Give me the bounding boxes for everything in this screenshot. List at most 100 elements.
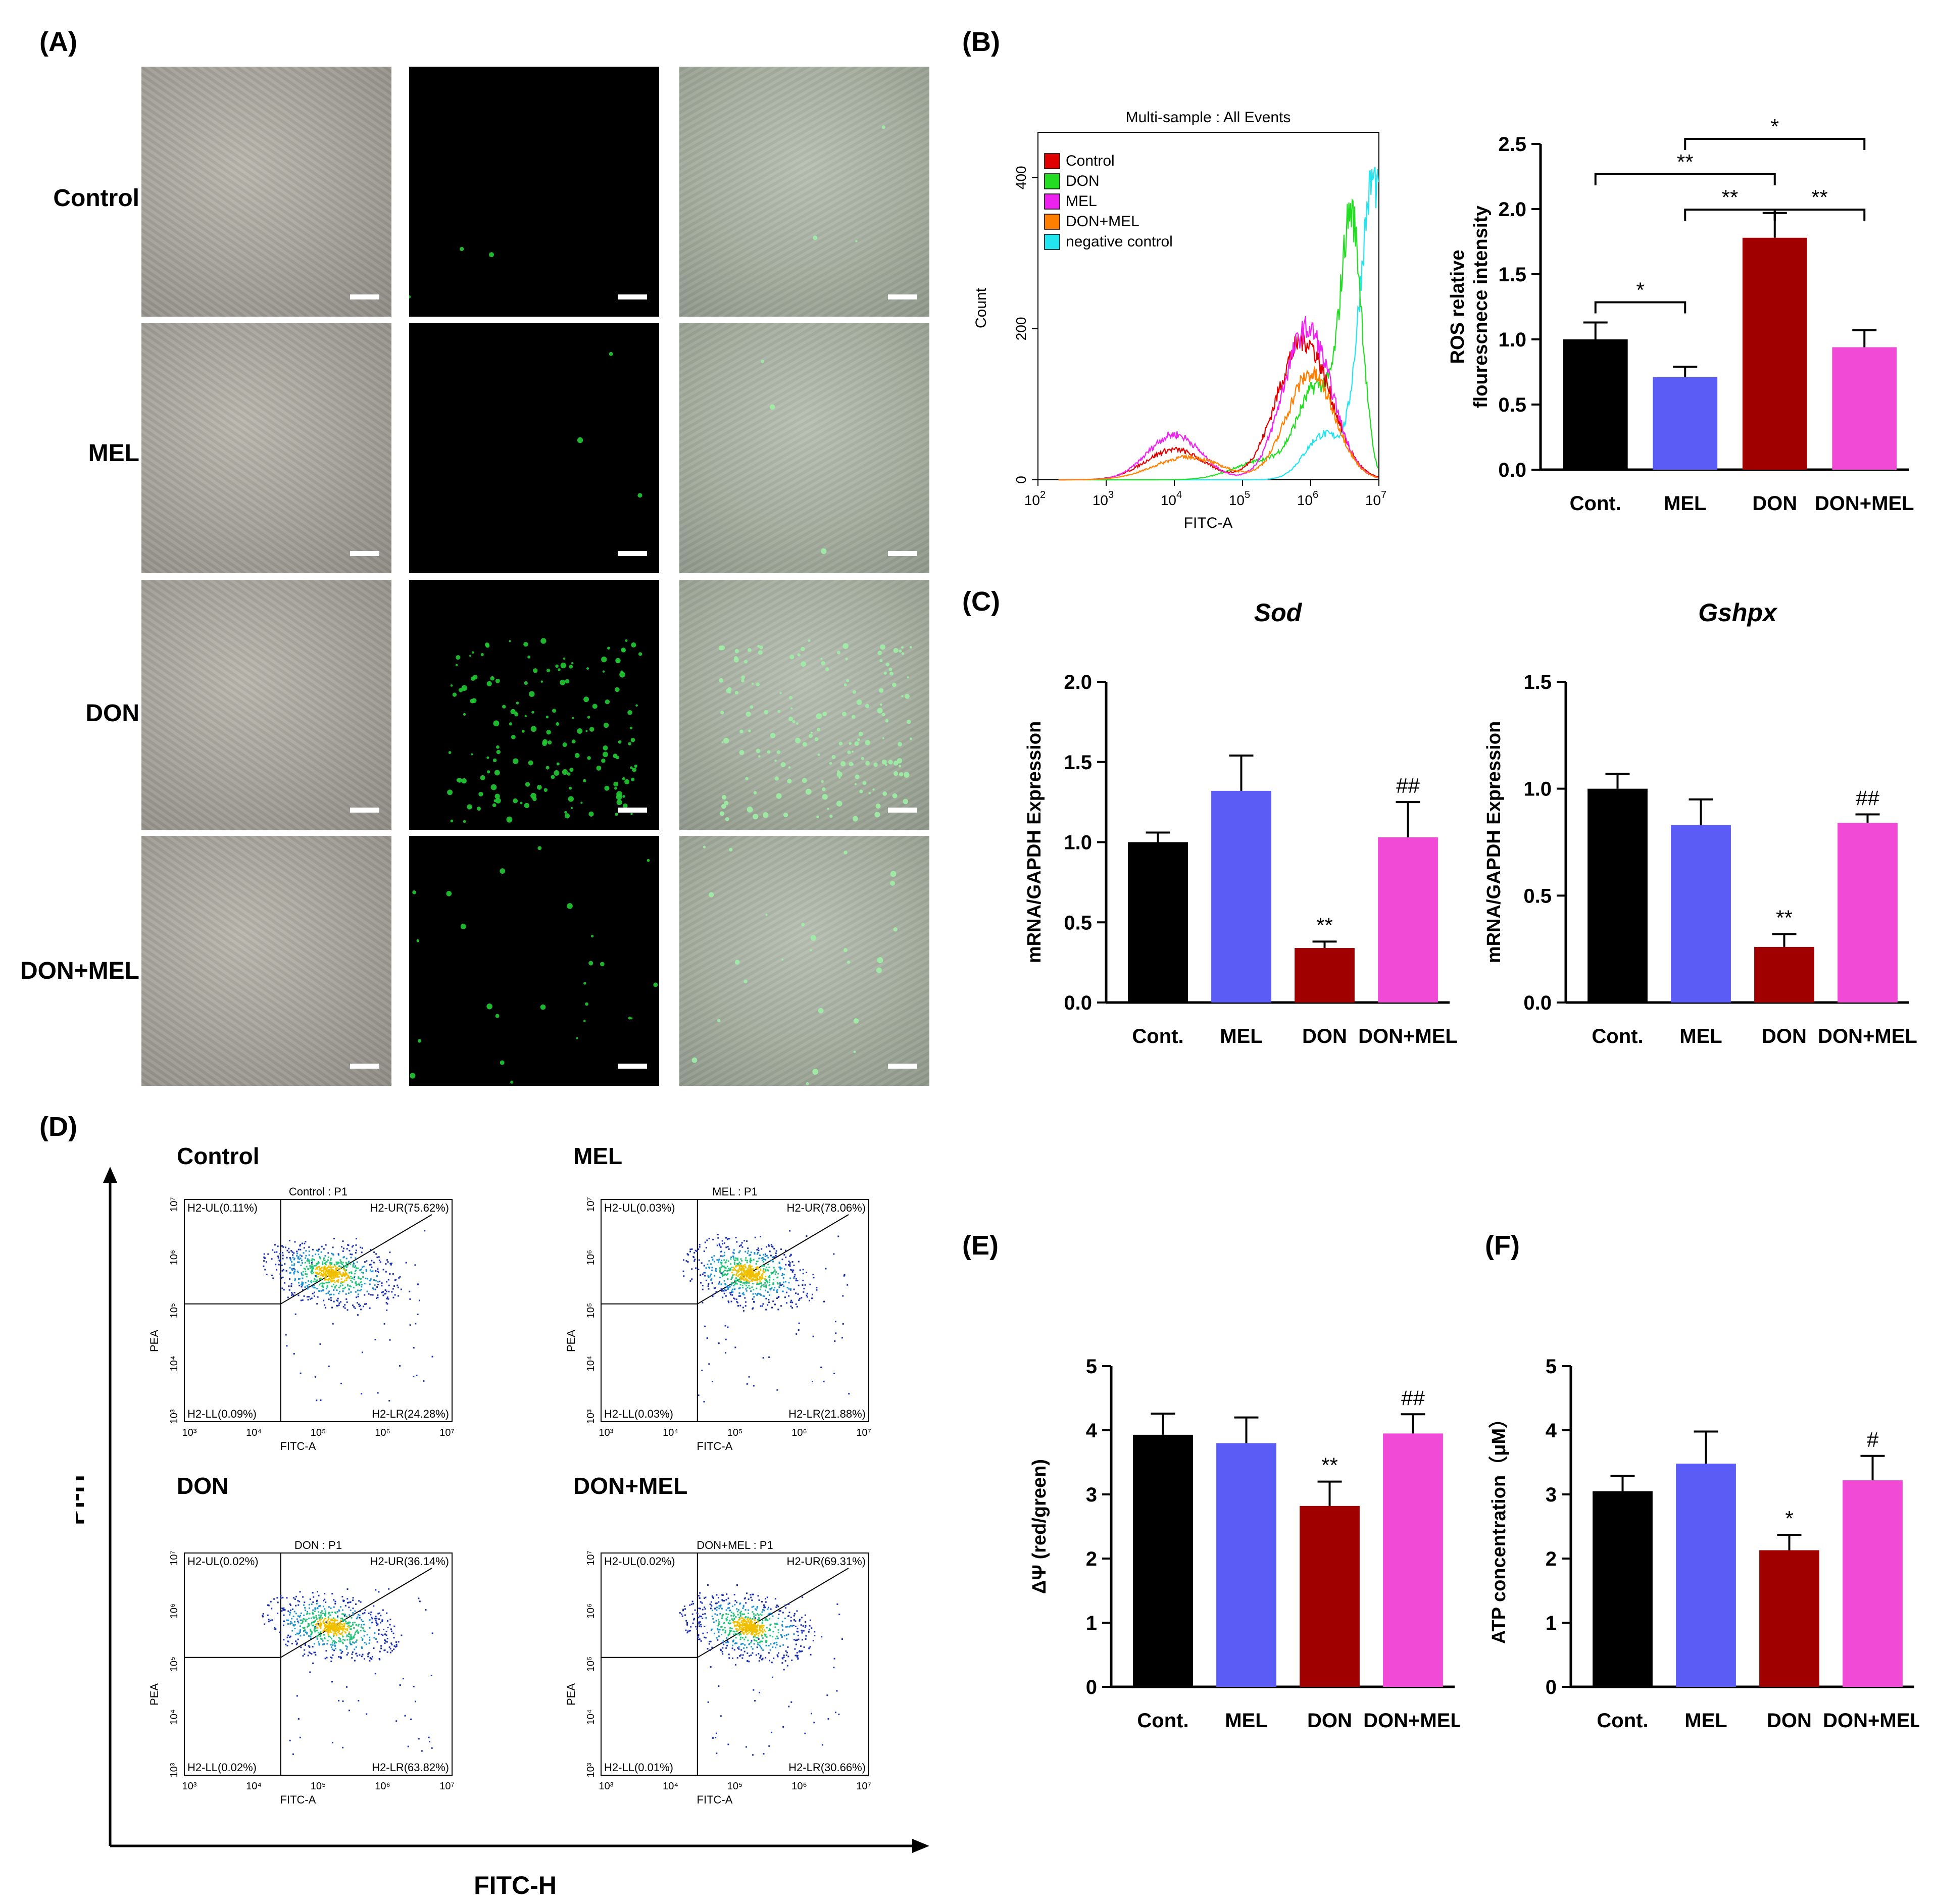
significance-mark: **: [1316, 913, 1333, 937]
scale-bar: [888, 808, 917, 813]
scatter-ytick: 10³: [585, 1763, 597, 1777]
scatter-xlabel: FITC-A: [280, 1793, 316, 1806]
bar-mel: [1216, 1443, 1276, 1687]
histogram-curve-mel: [1058, 316, 1379, 481]
row-label-control: Control: [53, 185, 139, 212]
category-label: DON: [1767, 1710, 1812, 1732]
bracket-label: *: [1636, 278, 1644, 302]
bar-donmel: [1832, 347, 1897, 470]
category-label: DON+MEL: [1363, 1710, 1460, 1732]
row-label-donmel: DON+MEL: [20, 958, 139, 984]
scatter-xtick: 10⁵: [311, 1427, 326, 1438]
scale-bar: [888, 294, 917, 299]
ytick-label: 1.5: [1498, 264, 1526, 286]
bar-donmel: [1378, 837, 1438, 1003]
scatter-ytick: 10⁵: [169, 1303, 180, 1319]
histogram-ytick: 0: [1013, 476, 1029, 484]
scatter-ytick: 10³: [585, 1409, 597, 1424]
scatter-ytick: 10⁴: [585, 1710, 597, 1725]
category-label: DON: [1302, 1025, 1347, 1047]
bar-don: [1742, 237, 1807, 470]
scatter-xlabel: FITC-A: [697, 1440, 733, 1452]
bar-donmel: [1838, 823, 1898, 1003]
bracket-label: *: [1771, 115, 1779, 138]
micrograph-don-brightfield: [141, 580, 391, 830]
legend-swatch: [1044, 153, 1060, 169]
scatter-ylabel: PEA: [565, 1330, 577, 1352]
ytick-label: 1.5: [1523, 671, 1552, 693]
histogram-xtick: 105: [1229, 489, 1250, 508]
significance-mark: #: [1867, 1428, 1879, 1451]
quadrant-ur: H2-UR(78.06%): [787, 1201, 866, 1214]
scatter-xtick: 10⁶: [375, 1781, 390, 1792]
category-label: MEL: [1664, 492, 1706, 515]
bar-don: [1759, 1550, 1819, 1687]
micrograph-control-fluorescence: [409, 67, 659, 317]
ytick-label: 0.5: [1064, 912, 1092, 934]
ytick-label: 2.0: [1498, 198, 1526, 221]
quadrant-ll: H2-LL(0.09%): [187, 1408, 257, 1420]
micrograph-control-brightfield: [141, 67, 391, 317]
histogram-ytick: 400: [1013, 166, 1029, 189]
histogram-xtick: 107: [1365, 489, 1386, 508]
apoptosis-scatter-don: DON : P1 H2-UL(0.02%) H2-UR(36.14%) H2-LL(0…: [148, 1539, 455, 1806]
panel-f-label: (F): [1485, 1230, 1520, 1261]
legend-swatch: [1044, 193, 1060, 210]
apoptosis-group-don: DON: [177, 1473, 229, 1499]
scatter-title: Control : P1: [289, 1185, 348, 1198]
quadrant-ul: H2-UL(0.02%): [187, 1555, 259, 1568]
scale-bar: [350, 551, 379, 556]
bar-donmel: [1843, 1480, 1903, 1687]
significance-bracket: **: [1684, 185, 1776, 221]
scatter-title: DON : P1: [294, 1539, 342, 1551]
category-label: MEL: [1220, 1025, 1262, 1047]
apoptosis-scatter-control: Control : P1 H2-UL(0.11%) H2-UR(75.62%) H2-…: [148, 1185, 455, 1452]
scatter-xtick: 10⁵: [311, 1781, 326, 1792]
scatter-ylabel: PEA: [148, 1330, 161, 1352]
scatter-xtick: 10³: [182, 1781, 197, 1792]
scale-bar: [350, 808, 379, 813]
scatter-ytick: 10³: [169, 1763, 180, 1777]
category-label: DON: [1752, 492, 1797, 515]
scatter-ytick: 10⁶: [169, 1250, 180, 1265]
scale-bar: [618, 808, 647, 813]
bar-cont: [1593, 1491, 1653, 1687]
scatter-ytick: 10⁷: [169, 1550, 180, 1565]
category-label: Cont.: [1570, 492, 1621, 515]
histogram-xtick: 102: [1024, 489, 1046, 508]
ytick-label: 3: [1546, 1484, 1557, 1506]
scatter-xtick: 10³: [599, 1427, 614, 1438]
scatter-xtick: 10⁶: [791, 1427, 807, 1438]
ytick-label: 0.0: [1523, 992, 1552, 1014]
scale-bar: [350, 1064, 379, 1069]
category-label: MEL: [1225, 1710, 1267, 1732]
histogram-xtick: 104: [1161, 489, 1182, 508]
category-label: Cont.: [1597, 1710, 1648, 1732]
quadrant-lr: H2-LR(21.88%): [788, 1408, 866, 1420]
ytick-label: 0.5: [1498, 394, 1526, 416]
bracket-label: **: [1811, 185, 1828, 209]
histogram-xtick: 106: [1297, 489, 1318, 508]
ytick-label: 2.5: [1498, 133, 1526, 156]
scale-bar: [350, 294, 379, 299]
ytick-label: 5: [1086, 1356, 1097, 1378]
ytick-label: 0: [1546, 1676, 1557, 1698]
micrograph-control-merged: [679, 67, 929, 317]
scatter-ytick: 10⁴: [169, 1356, 180, 1372]
histogram-xlabel: FITC-A: [1184, 515, 1233, 531]
scatter-ytick: 10⁴: [585, 1356, 597, 1372]
micrograph-don-merged: [679, 580, 929, 830]
scatter-xtick: 10⁴: [663, 1427, 678, 1438]
scale-bar: [888, 1064, 917, 1069]
category-label: MEL: [1684, 1710, 1727, 1732]
micrograph-mel-fluorescence: [409, 323, 659, 573]
ytick-label: 5: [1546, 1356, 1557, 1378]
scatter-xtick: 10⁷: [439, 1427, 454, 1438]
scale-bar: [618, 1064, 647, 1069]
scatter-xtick: 10⁵: [727, 1781, 743, 1792]
quadrant-ll: H2-LL(0.03%): [604, 1408, 673, 1420]
bar-cont: [1133, 1434, 1193, 1687]
chart-title: Gshpx: [1698, 598, 1778, 627]
bar-mel: [1676, 1464, 1736, 1687]
ytick-label: 0: [1086, 1676, 1097, 1698]
